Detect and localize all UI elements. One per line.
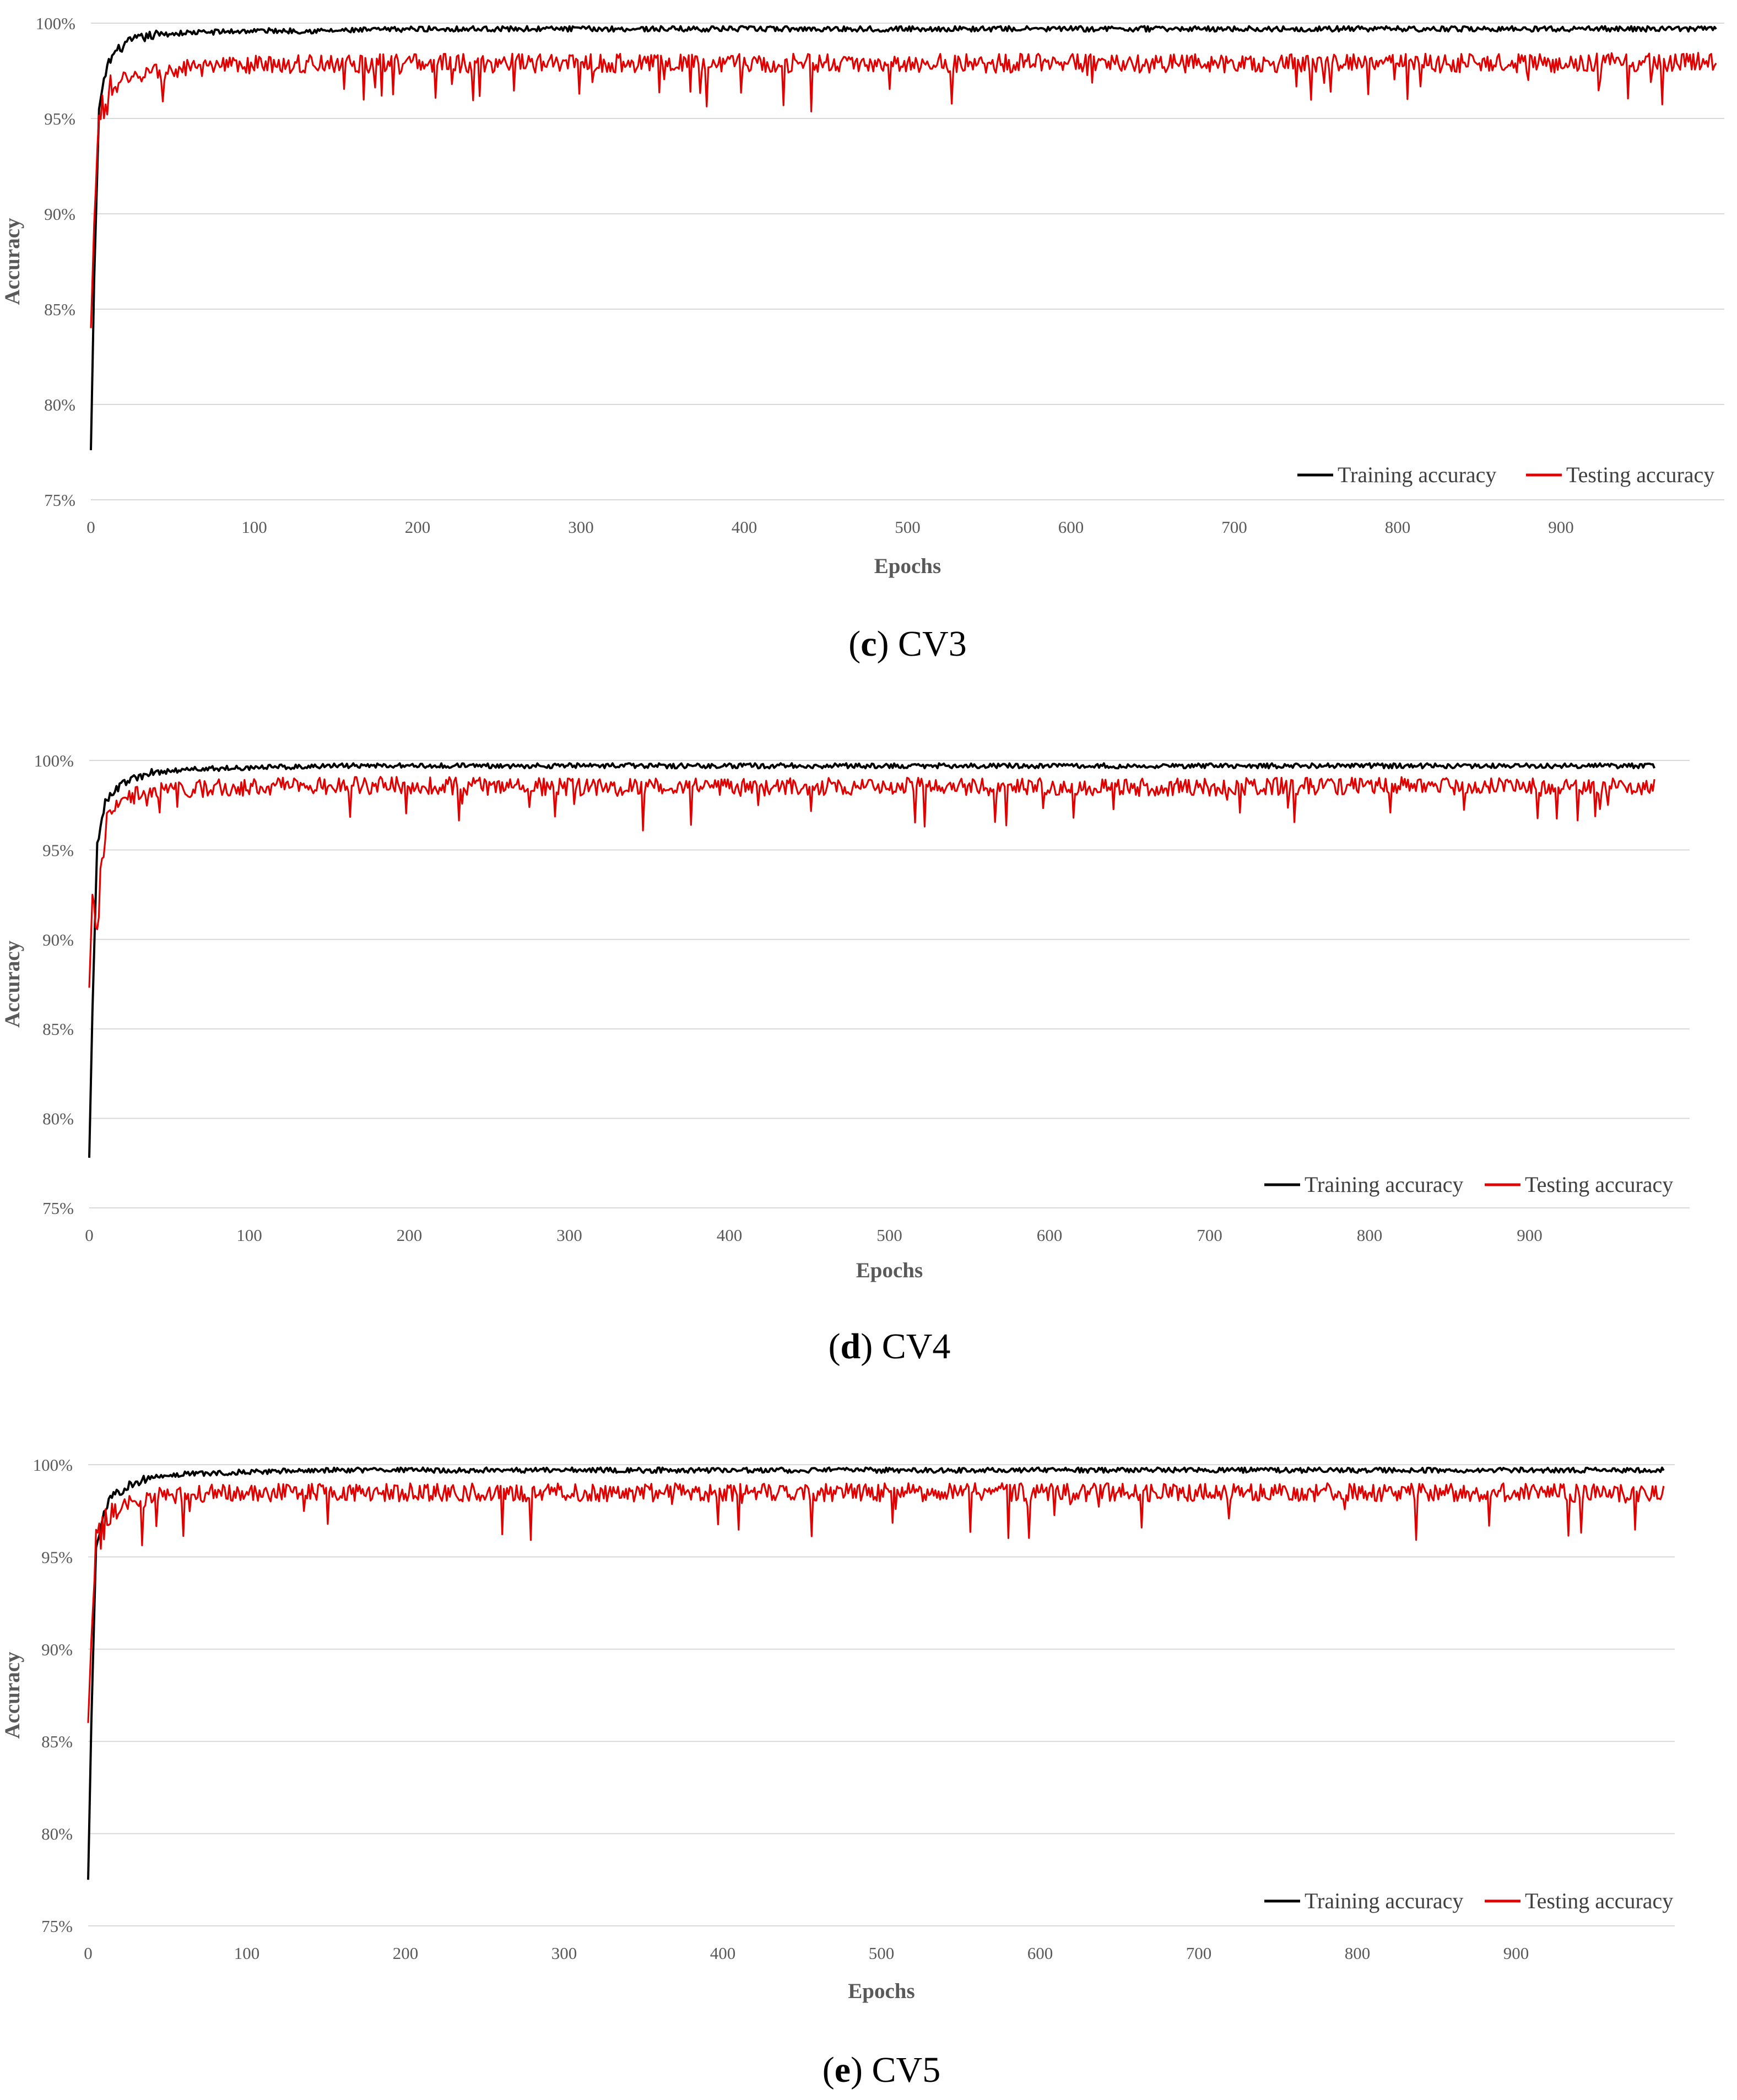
x-tick-label: 200 [393, 1944, 419, 1963]
series-line-testing [90, 52, 1717, 328]
x-tick-label: 600 [1037, 1226, 1063, 1245]
x-tick-label: 700 [1221, 517, 1247, 537]
caption-letter: c [861, 624, 876, 664]
y-tick-label: 95% [42, 840, 74, 860]
caption-paren-close: ) [851, 2050, 872, 2090]
x-tick-label: 200 [405, 517, 431, 537]
caption-text: CV4 [882, 1326, 951, 1367]
x-tick-label: 0 [84, 1944, 93, 1963]
y-axis-title: Accuracy [1, 1651, 24, 1739]
caption-letter: d [841, 1326, 861, 1367]
legend-label-training: Training accuracy [1305, 1888, 1463, 1913]
y-tick-label: 100% [36, 14, 75, 33]
panel-caption: (e) CV5 [822, 2050, 940, 2090]
y-axis-title: Accuracy [1, 940, 24, 1028]
x-tick-label: 500 [869, 1944, 895, 1963]
y-tick-label: 100% [33, 1455, 73, 1475]
x-tick-label: 200 [397, 1226, 423, 1245]
x-tick-label: 300 [556, 1226, 582, 1245]
y-tick-label: 90% [44, 204, 75, 224]
x-tick-label: 100 [236, 1226, 262, 1245]
panel-caption: (c) CV3 [848, 624, 966, 664]
x-tick-label: 300 [551, 1944, 577, 1963]
x-tick-label: 300 [568, 517, 594, 537]
x-tick-label: 600 [1027, 1944, 1053, 1963]
y-axis-title: Accuracy [1, 218, 24, 305]
y-tick-label: 80% [42, 1109, 74, 1129]
x-tick-label: 800 [1385, 517, 1411, 537]
caption-paren-close: ) [877, 624, 898, 664]
x-tick-label: 900 [1517, 1226, 1543, 1245]
x-axis-title: Epochs [848, 1979, 915, 2003]
caption-paren-open: ( [822, 2050, 835, 2090]
series-line-testing [88, 776, 1655, 988]
y-tick-label: 75% [44, 490, 75, 510]
x-tick-label: 400 [710, 1944, 736, 1963]
x-tick-label: 100 [234, 1944, 260, 1963]
x-tick-label: 0 [85, 1226, 94, 1245]
chart-panel-cv4: 75% 80% 85% 90% 95% 100% 0 100 200 300 400 500 600 70… [1, 751, 1690, 1367]
legend-label-testing: Testing accuracy [1525, 1888, 1673, 1913]
caption-letter: e [835, 2050, 851, 2090]
legend-label-training: Training accuracy [1338, 462, 1496, 487]
x-tick-label: 500 [895, 517, 921, 537]
y-tick-label: 95% [41, 1547, 73, 1567]
x-tick-label: 400 [732, 517, 757, 537]
x-tick-label: 700 [1197, 1226, 1222, 1245]
y-tick-label: 90% [41, 1640, 73, 1659]
caption-paren-open: ( [848, 624, 861, 664]
x-tick-label: 800 [1357, 1226, 1383, 1245]
legend-label-training: Training accuracy [1305, 1172, 1463, 1197]
y-tick-label: 90% [42, 930, 74, 949]
x-tick-label: 800 [1345, 1944, 1371, 1963]
x-tick-label: 0 [86, 517, 95, 537]
chart-panel-cv5: 75% 80% 85% 90% 95% 100% 0 100 200 300 400 500 600 70… [1, 1455, 1675, 2090]
y-tick-label: 80% [41, 1824, 73, 1844]
x-tick-label: 400 [717, 1226, 743, 1245]
y-tick-label: 100% [34, 751, 74, 770]
x-tick-label: 700 [1186, 1944, 1212, 1963]
x-tick-label: 600 [1058, 517, 1084, 537]
caption-paren-close: ) [861, 1326, 881, 1367]
y-tick-label: 75% [42, 1199, 74, 1218]
series-line-training [90, 25, 1717, 451]
caption-text: CV5 [872, 2050, 941, 2090]
x-tick-label: 100 [241, 517, 267, 537]
y-tick-label: 75% [41, 1917, 73, 1936]
legend-label-testing: Testing accuracy [1525, 1172, 1673, 1197]
x-tick-label: 900 [1503, 1944, 1529, 1963]
chart-panel-cv3: 75% 80% 85% 90% 95% 100% 0 100 200 300 400 500 600 70… [1, 14, 1724, 664]
y-tick-label: 85% [44, 300, 75, 319]
x-tick-label: 900 [1548, 517, 1574, 537]
caption-paren-open: ( [829, 1326, 841, 1367]
y-tick-label: 85% [41, 1732, 73, 1751]
series-line-training [88, 762, 1655, 1158]
x-axis-title: Epochs [856, 1259, 923, 1282]
y-tick-label: 95% [44, 109, 75, 128]
legend-label-testing: Testing accuracy [1566, 462, 1714, 487]
series-line-testing [87, 1482, 1665, 1723]
caption-text: CV3 [898, 624, 967, 664]
panel-caption: (d) CV4 [829, 1326, 951, 1367]
series-line-training [87, 1466, 1665, 1880]
y-tick-label: 85% [42, 1019, 74, 1039]
x-tick-label: 500 [876, 1226, 902, 1245]
x-axis-title: Epochs [874, 554, 941, 578]
y-tick-label: 80% [44, 395, 75, 414]
